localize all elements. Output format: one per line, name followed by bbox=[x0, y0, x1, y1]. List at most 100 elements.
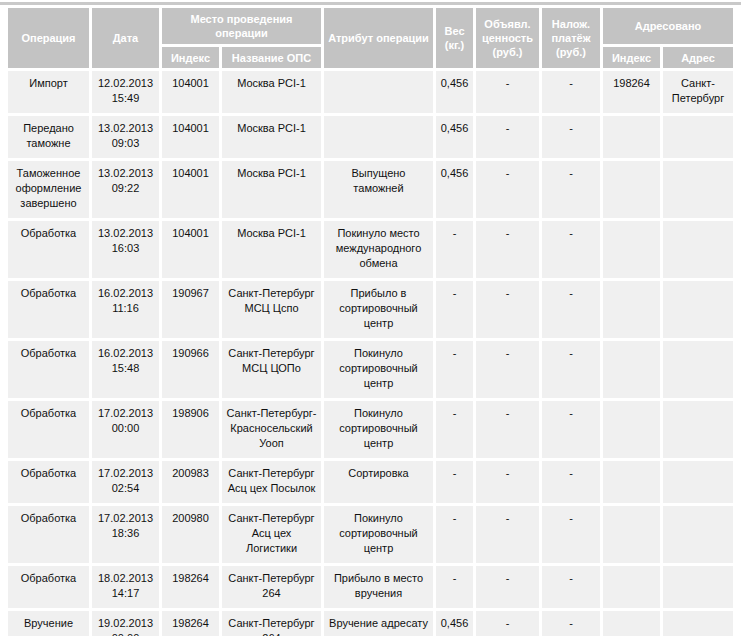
cell-cod: - bbox=[542, 281, 600, 338]
cell-ops-name: Санкт-Петербург Асц цех Посылок bbox=[222, 461, 321, 503]
cell-operation: Обработка bbox=[8, 281, 89, 338]
col-header-date: Дата bbox=[92, 8, 159, 68]
cell-cod: - bbox=[542, 341, 600, 398]
time-text: 15:49 bbox=[95, 91, 156, 106]
time-text: 16:03 bbox=[95, 241, 156, 256]
cell-ops-index: 104001 bbox=[162, 71, 219, 113]
cell-date: 18.02.2013 14:17 bbox=[92, 566, 159, 608]
cell-ops-name: Санкт-Петербург-Красносельский Уооп bbox=[222, 401, 321, 458]
date-text: 19.02.2013 bbox=[95, 616, 156, 631]
cell-declared-value: - bbox=[476, 221, 539, 278]
col-header-attribute: Атрибут операции bbox=[324, 8, 433, 68]
cell-weight: 0,456 bbox=[436, 116, 473, 158]
time-text: 02:54 bbox=[95, 481, 156, 496]
cell-operation: Импорт bbox=[8, 71, 89, 113]
cell-address bbox=[663, 281, 733, 338]
time-text: 09:22 bbox=[95, 181, 156, 196]
cell-weight: - bbox=[436, 341, 473, 398]
cell-ops-index-link[interactable]: 198264 bbox=[162, 611, 219, 636]
cell-date: 13.02.2013 09:03 bbox=[92, 116, 159, 158]
cell-declared-value: - bbox=[476, 566, 539, 608]
cell-weight: - bbox=[436, 506, 473, 563]
cell-cod: - bbox=[542, 566, 600, 608]
cell-attribute: Прибыло в место вручения bbox=[324, 566, 433, 608]
cell-addressed-index bbox=[603, 566, 660, 608]
col-header-declared-value: Объявл. ценность (руб.) bbox=[476, 8, 539, 68]
cell-operation: Обработка bbox=[8, 461, 89, 503]
table-row: Таможенное оформление завершено 13.02.20… bbox=[8, 161, 733, 218]
table-row: Обработка 16.02.2013 11:16 190967 Санкт-… bbox=[8, 281, 733, 338]
cell-date: 16.02.2013 11:16 bbox=[92, 281, 159, 338]
cell-address bbox=[663, 161, 733, 218]
table-row: Передано таможне 13.02.2013 09:03 104001… bbox=[8, 116, 733, 158]
cell-operation: Передано таможне bbox=[8, 116, 89, 158]
cell-attribute: Выпущено таможней bbox=[324, 161, 433, 218]
cell-ops-name: Москва PCI-1 bbox=[222, 221, 321, 278]
table-row: Обработка 16.02.2013 15:48 190966 Санкт-… bbox=[8, 341, 733, 398]
cell-addressed-index bbox=[603, 161, 660, 218]
col-header-place-group: Место проведения операции bbox=[162, 8, 321, 44]
time-text: 00:00 bbox=[95, 421, 156, 436]
cell-ops-name: Москва PCI-1 bbox=[222, 71, 321, 113]
cell-operation: Обработка bbox=[8, 566, 89, 608]
cell-weight: - bbox=[436, 461, 473, 503]
cell-addressed-index: 198264 bbox=[603, 71, 660, 113]
cell-address bbox=[663, 116, 733, 158]
cell-weight: - bbox=[436, 401, 473, 458]
cell-date: 13.02.2013 09:22 bbox=[92, 161, 159, 218]
cell-ops-index: 104001 bbox=[162, 161, 219, 218]
cell-operation: Обработка bbox=[8, 221, 89, 278]
table-row: Обработка 17.02.2013 00:00 198906 Санкт-… bbox=[8, 401, 733, 458]
cell-ops-index: 104001 bbox=[162, 116, 219, 158]
cell-weight: - bbox=[436, 281, 473, 338]
cell-cod: - bbox=[542, 461, 600, 503]
cell-ops-index: 198906 bbox=[162, 401, 219, 458]
cell-weight: - bbox=[436, 221, 473, 278]
cell-cod: - bbox=[542, 221, 600, 278]
col-header-place-name: Название ОПС bbox=[222, 47, 321, 68]
cell-address bbox=[663, 401, 733, 458]
cell-operation: Обработка bbox=[8, 401, 89, 458]
cell-address bbox=[663, 221, 733, 278]
cell-address bbox=[663, 461, 733, 503]
date-text: 13.02.2013 bbox=[95, 121, 156, 136]
cell-addressed-index bbox=[603, 611, 660, 636]
cell-ops-index: 200983 bbox=[162, 461, 219, 503]
cell-ops-name: Санкт-Петербург МСЦ ЦОПо bbox=[222, 341, 321, 398]
cell-attribute: Покинуло сортировочный центр bbox=[324, 341, 433, 398]
cell-ops-index: 104001 bbox=[162, 221, 219, 278]
cell-addressed-index bbox=[603, 281, 660, 338]
cell-attribute: Вручение адресату bbox=[324, 611, 433, 636]
cell-ops-name: Москва PCI-1 bbox=[222, 161, 321, 218]
cell-address: Санкт-Петербург bbox=[663, 71, 733, 113]
cell-attribute bbox=[324, 71, 433, 113]
cell-declared-value: - bbox=[476, 401, 539, 458]
cell-operation: Обработка bbox=[8, 506, 89, 563]
cell-attribute: Прибыло в сортировочный центр bbox=[324, 281, 433, 338]
cell-cod: - bbox=[542, 506, 600, 563]
cell-attribute: Покинуло сортировочный центр bbox=[324, 401, 433, 458]
table-row: Импорт 12.02.2013 15:49 104001 Москва PC… bbox=[8, 71, 733, 113]
cell-declared-value: - bbox=[476, 116, 539, 158]
cell-attribute bbox=[324, 116, 433, 158]
cell-date: 13.02.2013 16:03 bbox=[92, 221, 159, 278]
cell-attribute: Покинуло место международного обмена bbox=[324, 221, 433, 278]
date-text: 13.02.2013 bbox=[95, 226, 156, 241]
cell-addressed-index bbox=[603, 401, 660, 458]
cell-cod: - bbox=[542, 401, 600, 458]
cell-ops-index: 190966 bbox=[162, 341, 219, 398]
table-header: Операция Дата Место проведения операции … bbox=[8, 8, 733, 68]
time-text: 14:17 bbox=[95, 586, 156, 601]
cell-declared-value: - bbox=[476, 506, 539, 563]
cell-declared-value: - bbox=[476, 341, 539, 398]
cell-operation: Таможенное оформление завершено bbox=[8, 161, 89, 218]
date-text: 17.02.2013 bbox=[95, 466, 156, 481]
cell-addressed-index bbox=[603, 221, 660, 278]
table-row: Вручение 19.02.2013 00:00 198264 Санкт-П… bbox=[8, 611, 733, 636]
col-header-addressed-group: Адресовано bbox=[603, 8, 733, 44]
cell-date: 17.02.2013 02:54 bbox=[92, 461, 159, 503]
cell-declared-value: - bbox=[476, 161, 539, 218]
cell-weight: 0,456 bbox=[436, 611, 473, 636]
table-body: Импорт 12.02.2013 15:49 104001 Москва PC… bbox=[8, 71, 733, 636]
col-header-cod: Налож. платёж (руб.) bbox=[542, 8, 600, 68]
